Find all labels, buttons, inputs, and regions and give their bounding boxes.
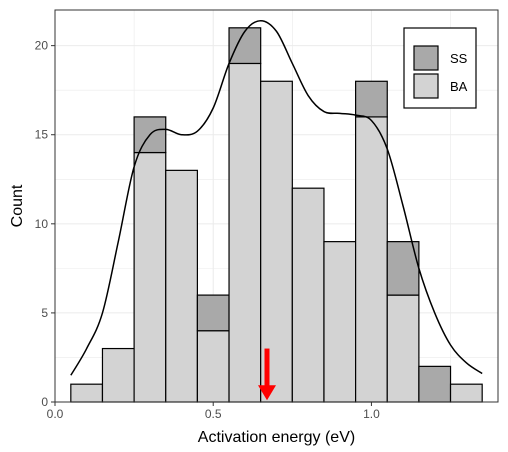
y-axis: 0 5 10 15 20 bbox=[35, 39, 55, 409]
bar-ba bbox=[70, 383, 104, 403]
bar-ba bbox=[386, 294, 420, 403]
histogram-bars bbox=[70, 27, 483, 403]
x-axis-title: Activation energy (eV) bbox=[198, 429, 355, 446]
bar-ba bbox=[165, 169, 198, 403]
legend-label-ba: BA bbox=[450, 79, 468, 94]
x-tick-label: 1.0 bbox=[363, 407, 380, 421]
y-tick-label: 0 bbox=[41, 395, 48, 409]
bar-ba bbox=[228, 62, 262, 403]
y-tick-label: 10 bbox=[35, 217, 49, 231]
bar-ba bbox=[323, 241, 357, 403]
annotation-arrow bbox=[258, 348, 277, 401]
y-tick-label: 15 bbox=[35, 128, 49, 142]
plot-panel-border bbox=[54, 9, 499, 403]
legend-key-ss bbox=[413, 45, 439, 71]
arrow-head bbox=[258, 385, 277, 401]
x-axis: 0.0 0.5 1.0 bbox=[47, 402, 380, 421]
bar-ss bbox=[418, 365, 452, 403]
legend-key-ba bbox=[413, 73, 439, 99]
bar-ss bbox=[228, 27, 262, 65]
bar-ba bbox=[449, 383, 483, 403]
bar-ba bbox=[196, 330, 230, 403]
x-tick-label: 0.5 bbox=[205, 407, 222, 421]
bar-ss bbox=[355, 80, 388, 118]
y-tick-label: 5 bbox=[41, 306, 48, 320]
bar-ba bbox=[101, 347, 135, 403]
legend: SS BA bbox=[403, 27, 477, 109]
bar-ss bbox=[196, 294, 230, 332]
legend-label-ss: SS bbox=[450, 51, 468, 66]
x-tick-label: 0.0 bbox=[47, 407, 64, 421]
bar-ba bbox=[291, 187, 325, 403]
bar-ba bbox=[133, 151, 167, 403]
bar-ba bbox=[355, 116, 388, 403]
density-curve bbox=[70, 19, 483, 376]
y-tick-label: 20 bbox=[35, 39, 49, 53]
y-axis-title: Count bbox=[9, 184, 26, 227]
